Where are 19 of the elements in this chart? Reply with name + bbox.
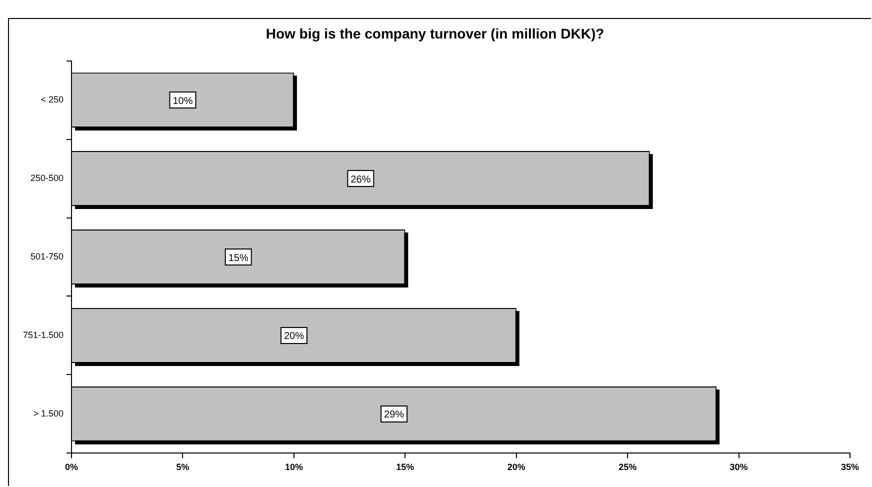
data-label: 20% <box>284 331 304 342</box>
x-tick-label: 10% <box>284 462 303 472</box>
x-tick-label: 25% <box>618 462 637 472</box>
x-tick-label: 0% <box>65 462 78 472</box>
x-tick-label: 35% <box>840 462 860 472</box>
y-tick-label: > 1.500 <box>33 408 64 418</box>
chart-title: How big is the company turnover (in million DKK)? <box>266 25 604 42</box>
data-label: 26% <box>350 174 371 186</box>
y-tick-label: 250-500 <box>30 173 64 184</box>
data-label: 10% <box>172 96 193 107</box>
y-tick-label: < 250 <box>40 94 64 105</box>
x-tick-label: 20% <box>507 462 526 472</box>
x-tick-label: 30% <box>730 462 748 472</box>
y-tick-label: 501-750 <box>30 251 64 262</box>
x-tick-label: 15% <box>396 462 414 472</box>
data-label: 29% <box>384 410 404 421</box>
x-tick-label: 5% <box>176 462 190 472</box>
data-label: 15% <box>228 252 248 264</box>
y-tick-label: 751-1.500 <box>22 330 64 340</box>
